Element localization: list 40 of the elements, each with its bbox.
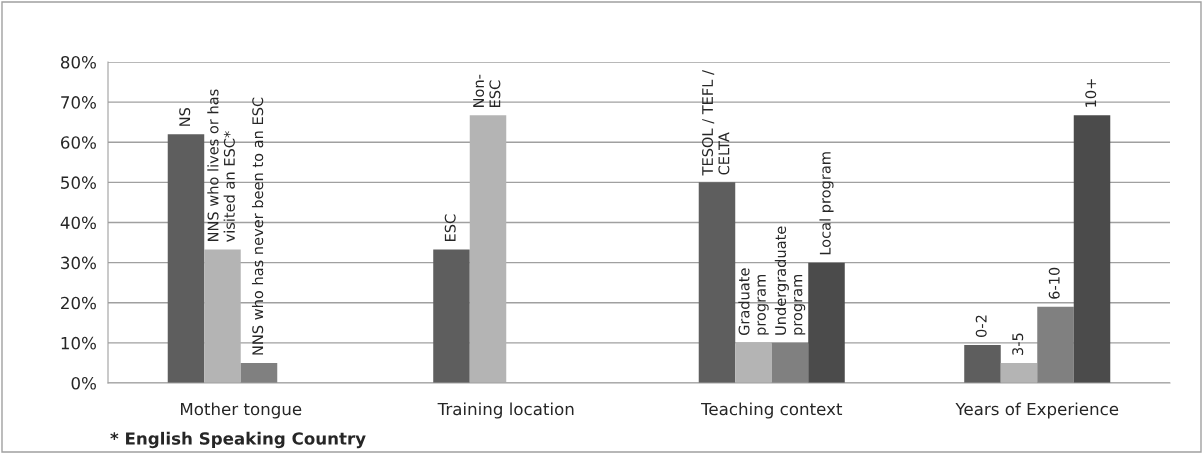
- y-tick-label: 30%: [61, 256, 96, 270]
- y-tick-label: 70%: [61, 96, 96, 109]
- x-tick-label: Training location: [437, 402, 574, 419]
- y-tick-label: 80%: [60, 55, 96, 69]
- y-tick-label: 20%: [61, 296, 96, 310]
- bar: [1037, 306, 1074, 383]
- data-label: 6-10: [1048, 267, 1060, 299]
- bar: [469, 115, 507, 383]
- data-label: NNS who has never been to an ESC: [251, 97, 264, 355]
- bar: [1000, 362, 1038, 383]
- data-label: Graduate program: [738, 268, 769, 336]
- y-tick-label: 40%: [60, 216, 96, 230]
- bar: [698, 182, 736, 383]
- y-tick-label: 0%: [71, 376, 96, 390]
- bar: [771, 342, 809, 383]
- bar: [1073, 115, 1111, 383]
- data-label: NS: [179, 107, 191, 126]
- y-tick-label: 60%: [61, 136, 96, 149]
- bar: [808, 262, 845, 383]
- bar: [735, 342, 772, 383]
- x-tick-label: Mother tongue: [181, 402, 302, 419]
- x-tick-label: Years of Experience: [955, 402, 1119, 419]
- y-tick-label: 10%: [61, 336, 96, 350]
- y-tick-label: 50%: [61, 176, 96, 189]
- data-label: Local program: [819, 152, 834, 255]
- data-label: ESC: [444, 214, 456, 242]
- data-label: TESOL / TEFL / CELTA: [702, 70, 730, 176]
- text: * English Speaking Country: [110, 431, 366, 449]
- x-tick-label: Teaching context: [700, 402, 843, 419]
- bar: [167, 134, 205, 383]
- data-label: Non- ESC: [473, 74, 501, 107]
- data-label: NNS who lives or has visited an ESC*: [207, 89, 235, 242]
- bar: [964, 344, 1001, 383]
- bar: [240, 362, 278, 383]
- bar: [204, 249, 241, 383]
- data-label: 10+: [1085, 79, 1097, 107]
- data-label: 3-5: [1012, 333, 1024, 355]
- data-label: Undergraduate program: [774, 226, 806, 335]
- data-label: 0-2: [975, 315, 987, 337]
- bar: [433, 249, 470, 383]
